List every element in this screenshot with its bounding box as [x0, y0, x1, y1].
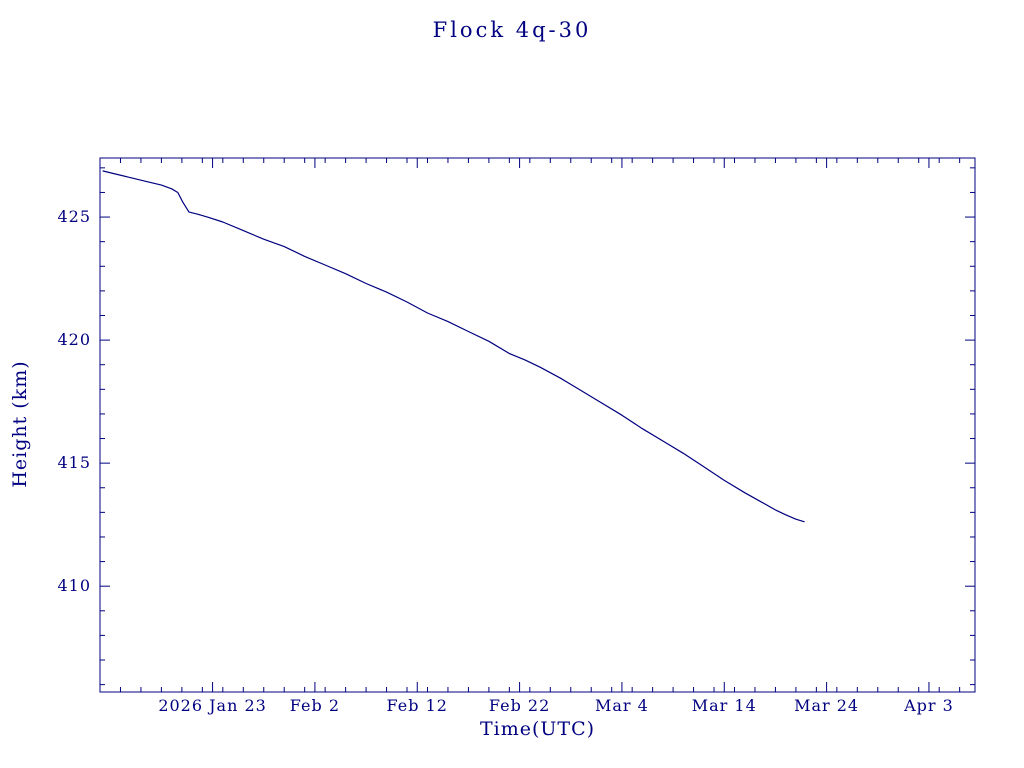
- x-axis-tick-label: Feb 22: [489, 696, 550, 715]
- x-axis-tick-label: 2026 Jan 23: [158, 696, 267, 715]
- x-axis-title: Time(UTC): [479, 718, 596, 740]
- x-axis-tick-label: Feb 2: [290, 696, 340, 715]
- x-axis-tick-label: Mar 24: [794, 696, 859, 715]
- y-axis-title: Height (km): [9, 360, 31, 488]
- y-axis-tick-label: 425: [57, 207, 91, 226]
- y-axis-tick-label: 410: [57, 576, 91, 595]
- x-axis-tick-label: Apr 3: [903, 696, 954, 715]
- y-axis-tick-label: 420: [57, 330, 91, 349]
- x-axis-tick-label: Mar 14: [692, 696, 757, 715]
- x-axis-tick-label: Mar 4: [595, 696, 649, 715]
- plot-frame: [99, 157, 976, 693]
- chart-title: Flock 4q-30: [432, 18, 592, 42]
- y-axis-tick-label: 415: [57, 453, 91, 472]
- x-axis-tick-label: Feb 12: [387, 696, 448, 715]
- height-series-line: [102, 170, 805, 523]
